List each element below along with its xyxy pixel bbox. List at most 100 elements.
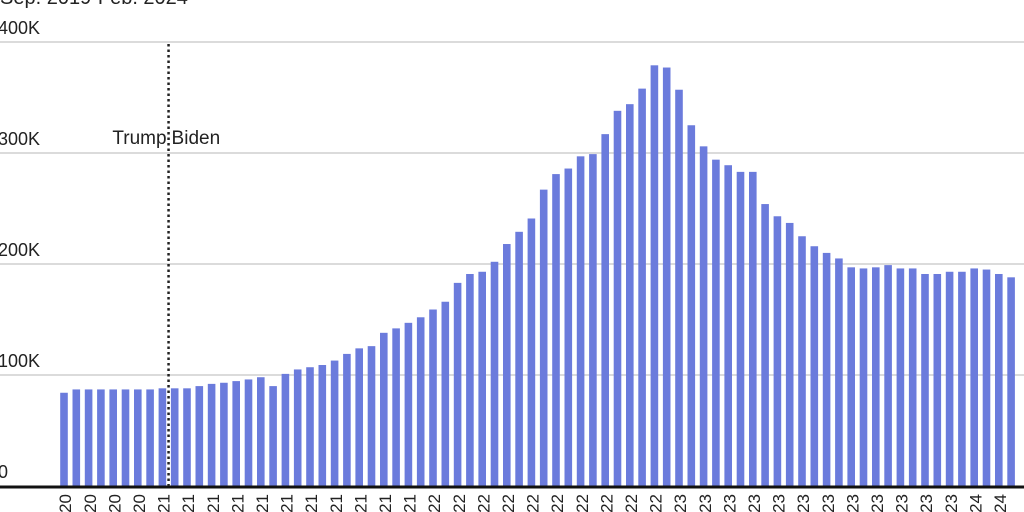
- x-tick-label: 23: [696, 494, 715, 512]
- bar: [822, 252, 831, 486]
- bar: [121, 389, 130, 486]
- bar: [220, 382, 228, 486]
- bar: [945, 271, 954, 486]
- bar: [810, 246, 819, 486]
- bar: [712, 159, 720, 486]
- bar: [97, 389, 105, 486]
- x-tick-label: 20: [105, 494, 124, 512]
- bar: [527, 218, 536, 487]
- bar: [724, 165, 732, 486]
- x-tick-label: 22: [597, 494, 616, 512]
- y-tick-label: 0: [0, 462, 8, 482]
- bar: [269, 386, 277, 486]
- bar: [749, 171, 757, 486]
- bar: [195, 386, 204, 486]
- bar: [576, 156, 585, 486]
- bar: [134, 389, 142, 486]
- x-tick-label: 23: [770, 494, 789, 512]
- bar: [503, 244, 511, 486]
- bar: [429, 309, 437, 486]
- y-tick-label: 200K: [0, 240, 40, 260]
- x-tick-label: 20: [56, 494, 75, 512]
- bar: [552, 174, 560, 486]
- bar: [859, 268, 868, 486]
- x-axis-labels: 20 20 20 20 21 21 21 21 21 21 21 21 21 21 21 22 22 22 22 22…: [56, 494, 1010, 512]
- x-tick-label: 22: [425, 494, 444, 512]
- x-tick-label: 21: [228, 494, 247, 512]
- x-tick-label: 23: [893, 494, 912, 512]
- bar: [650, 65, 659, 486]
- x-tick-label: 21: [351, 494, 370, 512]
- x-tick-label: 22: [474, 494, 493, 512]
- bar: [1007, 277, 1015, 486]
- bar: [257, 377, 265, 486]
- x-tick-label: 24: [966, 494, 985, 512]
- bar: [355, 348, 363, 486]
- bar: [970, 268, 978, 486]
- bar: [232, 381, 240, 486]
- bar: [367, 346, 376, 486]
- x-tick-label: 24: [991, 494, 1010, 512]
- bar: [158, 388, 167, 486]
- bar: [84, 389, 93, 486]
- bar: [466, 273, 474, 486]
- bar: [687, 125, 696, 486]
- bar: [933, 273, 942, 486]
- x-tick-label: 22: [573, 494, 592, 512]
- bar: [982, 269, 991, 486]
- x-tick-label: 21: [327, 494, 346, 512]
- bar: [958, 271, 966, 486]
- x-tick-label: 20: [81, 494, 100, 512]
- bar: [170, 388, 179, 486]
- bar: [330, 360, 339, 486]
- bar: [392, 328, 400, 486]
- gridlines: 0 100K 200K 300K 400K: [0, 18, 1024, 482]
- bar: [638, 88, 646, 487]
- bar: [404, 322, 413, 486]
- x-tick-label: 22: [647, 494, 666, 512]
- bar: [293, 369, 302, 486]
- x-tick-label: 21: [204, 494, 223, 512]
- bar: [441, 301, 450, 486]
- x-tick-label: 23: [917, 494, 936, 512]
- bar: [995, 273, 1003, 486]
- x-tick-label: 21: [155, 494, 174, 512]
- x-tick-label: 23: [794, 494, 813, 512]
- bar: [109, 389, 117, 486]
- x-tick-label: 23: [843, 494, 862, 512]
- x-tick-label: 22: [450, 494, 469, 512]
- bar: [72, 389, 81, 486]
- x-tick-label: 21: [278, 494, 297, 512]
- bar: [453, 282, 462, 486]
- bar: [736, 171, 745, 486]
- bar: [564, 168, 573, 487]
- x-tick-label: 23: [819, 494, 838, 512]
- annotation-trump: Trump: [112, 128, 166, 149]
- chart-title: Sep. 2019-Feb. 2024: [0, 0, 188, 10]
- bar: [343, 353, 351, 486]
- x-tick-label: 21: [302, 494, 321, 512]
- x-tick-label: 22: [524, 494, 543, 512]
- y-tick-label: 100K: [0, 351, 40, 371]
- bar: [699, 146, 708, 486]
- bar: [478, 271, 486, 486]
- annotation-biden: Biden: [172, 128, 221, 149]
- bar: [146, 389, 154, 486]
- bar: [416, 317, 425, 486]
- x-tick-label: 23: [745, 494, 764, 512]
- x-tick-label: 21: [401, 494, 420, 512]
- bar: [318, 365, 327, 486]
- bar: [798, 236, 806, 486]
- bar: [380, 332, 388, 486]
- x-tick-label: 23: [671, 494, 690, 512]
- bar: [921, 273, 929, 486]
- x-tick-label: 23: [720, 494, 739, 512]
- bar: [662, 67, 671, 486]
- bars: [60, 65, 1015, 487]
- bar: [207, 383, 216, 486]
- bar: [773, 216, 782, 486]
- x-tick-label: 23: [868, 494, 887, 512]
- bar: [244, 379, 253, 486]
- bar: [626, 104, 634, 486]
- x-tick-label: 20: [130, 494, 149, 512]
